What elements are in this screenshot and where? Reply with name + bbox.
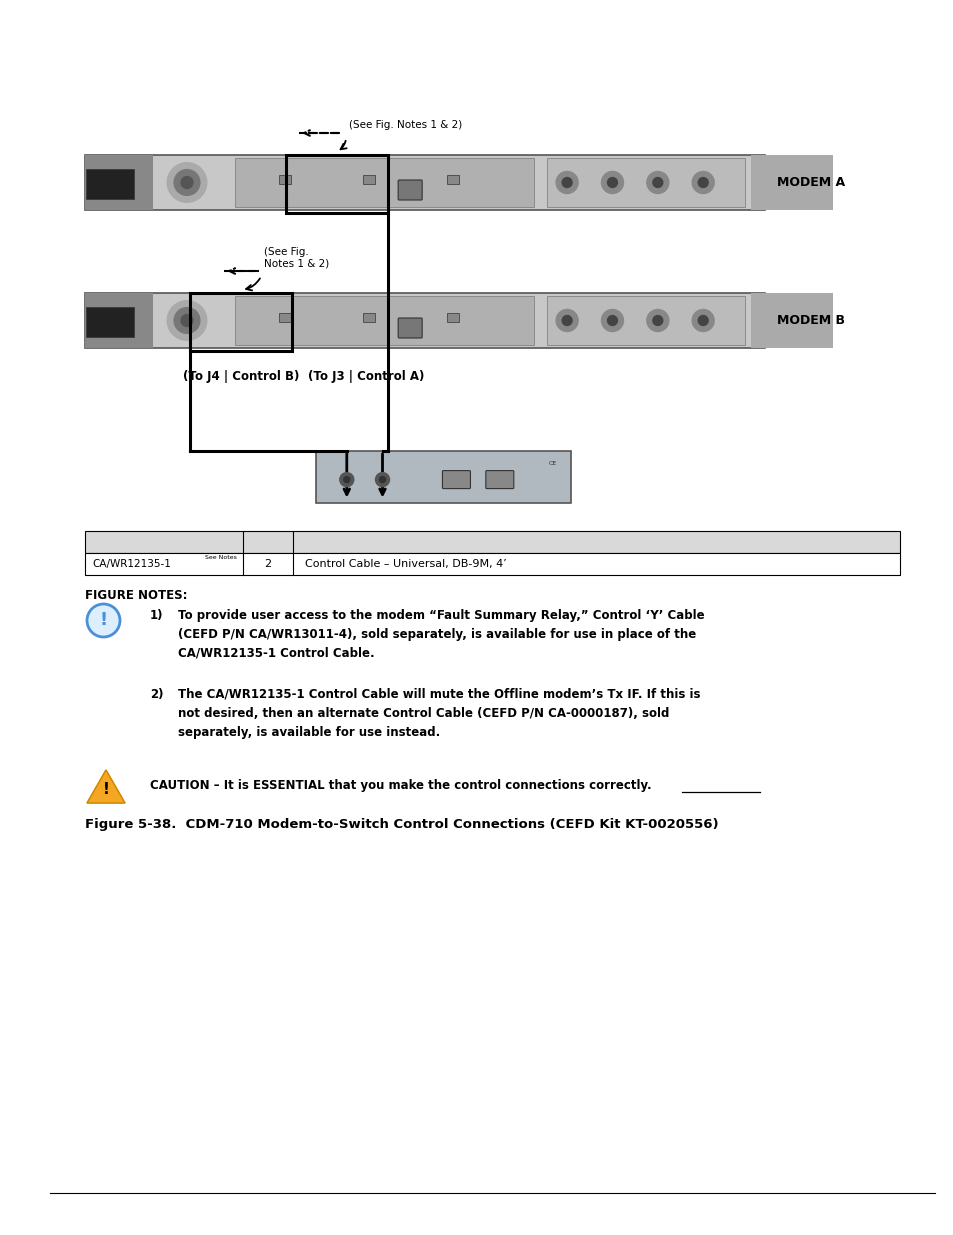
Circle shape bbox=[181, 177, 193, 189]
Circle shape bbox=[646, 172, 668, 194]
Text: FIGURE NOTES:: FIGURE NOTES: bbox=[85, 589, 188, 601]
FancyBboxPatch shape bbox=[85, 293, 152, 348]
Circle shape bbox=[600, 310, 623, 331]
FancyBboxPatch shape bbox=[363, 174, 375, 184]
Text: MODEM B: MODEM B bbox=[776, 314, 844, 327]
Circle shape bbox=[343, 477, 350, 483]
Text: The CA/WR12135-1 Control Cable will mute the Offline modem’s Tx IF. If this is: The CA/WR12135-1 Control Cable will mute… bbox=[178, 688, 700, 701]
FancyBboxPatch shape bbox=[234, 158, 534, 207]
FancyBboxPatch shape bbox=[751, 293, 832, 348]
Text: Control Cable – Universal, DB-9M, 4’: Control Cable – Universal, DB-9M, 4’ bbox=[305, 559, 506, 569]
Circle shape bbox=[561, 178, 572, 188]
Circle shape bbox=[561, 316, 572, 326]
Circle shape bbox=[167, 163, 207, 203]
Circle shape bbox=[556, 172, 578, 194]
FancyBboxPatch shape bbox=[279, 312, 292, 322]
Text: !: ! bbox=[103, 782, 110, 798]
FancyBboxPatch shape bbox=[447, 174, 458, 184]
Circle shape bbox=[600, 172, 623, 194]
Text: 2): 2) bbox=[150, 688, 163, 701]
Text: Figure 5-38.  CDM-710 Modem-to-Switch Control Connections (CEFD Kit KT-0020556): Figure 5-38. CDM-710 Modem-to-Switch Con… bbox=[85, 818, 718, 831]
Circle shape bbox=[379, 477, 385, 483]
Text: (See Fig. Notes 1 & 2): (See Fig. Notes 1 & 2) bbox=[349, 120, 462, 130]
Text: CE: CE bbox=[549, 462, 557, 467]
Text: MODEM A: MODEM A bbox=[776, 177, 844, 189]
Text: (To J4 | Control B): (To J4 | Control B) bbox=[183, 370, 299, 383]
Text: (CEFD P/N CA/WR13011-4), sold separately, is available for use in place of the: (CEFD P/N CA/WR13011-4), sold separately… bbox=[178, 629, 696, 641]
FancyBboxPatch shape bbox=[397, 317, 422, 338]
Circle shape bbox=[652, 178, 662, 188]
Circle shape bbox=[698, 178, 707, 188]
Text: separately, is available for use instead.: separately, is available for use instead… bbox=[178, 726, 439, 739]
Text: !: ! bbox=[99, 611, 108, 630]
Text: (See Fig.
Notes 1 & 2): (See Fig. Notes 1 & 2) bbox=[264, 247, 330, 269]
Circle shape bbox=[181, 315, 193, 326]
FancyBboxPatch shape bbox=[86, 169, 133, 199]
FancyBboxPatch shape bbox=[315, 451, 571, 503]
Circle shape bbox=[339, 473, 354, 487]
Text: See Notes: See Notes bbox=[205, 555, 236, 559]
Circle shape bbox=[652, 316, 662, 326]
Text: CA/WR12135-1: CA/WR12135-1 bbox=[91, 559, 171, 569]
FancyBboxPatch shape bbox=[85, 293, 764, 348]
Text: CA/WR12135-1 Control Cable.: CA/WR12135-1 Control Cable. bbox=[178, 647, 375, 659]
Circle shape bbox=[174, 169, 200, 195]
FancyBboxPatch shape bbox=[442, 471, 470, 489]
Circle shape bbox=[646, 310, 668, 331]
Circle shape bbox=[698, 316, 707, 326]
Text: 1): 1) bbox=[150, 609, 163, 622]
Circle shape bbox=[607, 316, 617, 326]
FancyBboxPatch shape bbox=[447, 312, 458, 322]
Circle shape bbox=[692, 310, 714, 331]
FancyBboxPatch shape bbox=[547, 295, 744, 346]
Text: (To J3 | Control A): (To J3 | Control A) bbox=[308, 370, 424, 383]
Text: 2: 2 bbox=[264, 559, 272, 569]
Circle shape bbox=[167, 300, 207, 341]
FancyBboxPatch shape bbox=[363, 312, 375, 322]
Circle shape bbox=[556, 310, 578, 331]
Text: To provide user access to the modem “Fault Summary Relay,” Control ‘Y’ Cable: To provide user access to the modem “Fau… bbox=[178, 609, 704, 622]
FancyBboxPatch shape bbox=[234, 295, 534, 346]
FancyBboxPatch shape bbox=[85, 553, 899, 576]
FancyBboxPatch shape bbox=[85, 531, 899, 553]
Circle shape bbox=[692, 172, 714, 194]
FancyBboxPatch shape bbox=[279, 174, 292, 184]
Circle shape bbox=[87, 604, 120, 637]
Circle shape bbox=[375, 473, 389, 487]
FancyBboxPatch shape bbox=[751, 156, 832, 210]
Circle shape bbox=[607, 178, 617, 188]
FancyBboxPatch shape bbox=[485, 471, 514, 489]
Text: not desired, then an alternate Control Cable (CEFD P/N CA-0000187), sold: not desired, then an alternate Control C… bbox=[178, 706, 669, 720]
Polygon shape bbox=[87, 769, 125, 803]
Text: CAUTION – It is ESSENTIAL that you make the control connections correctly.: CAUTION – It is ESSENTIAL that you make … bbox=[150, 779, 651, 793]
FancyBboxPatch shape bbox=[397, 180, 422, 200]
FancyBboxPatch shape bbox=[547, 158, 744, 207]
Circle shape bbox=[174, 308, 200, 333]
FancyBboxPatch shape bbox=[85, 156, 764, 210]
FancyBboxPatch shape bbox=[85, 156, 152, 210]
FancyBboxPatch shape bbox=[86, 306, 133, 337]
